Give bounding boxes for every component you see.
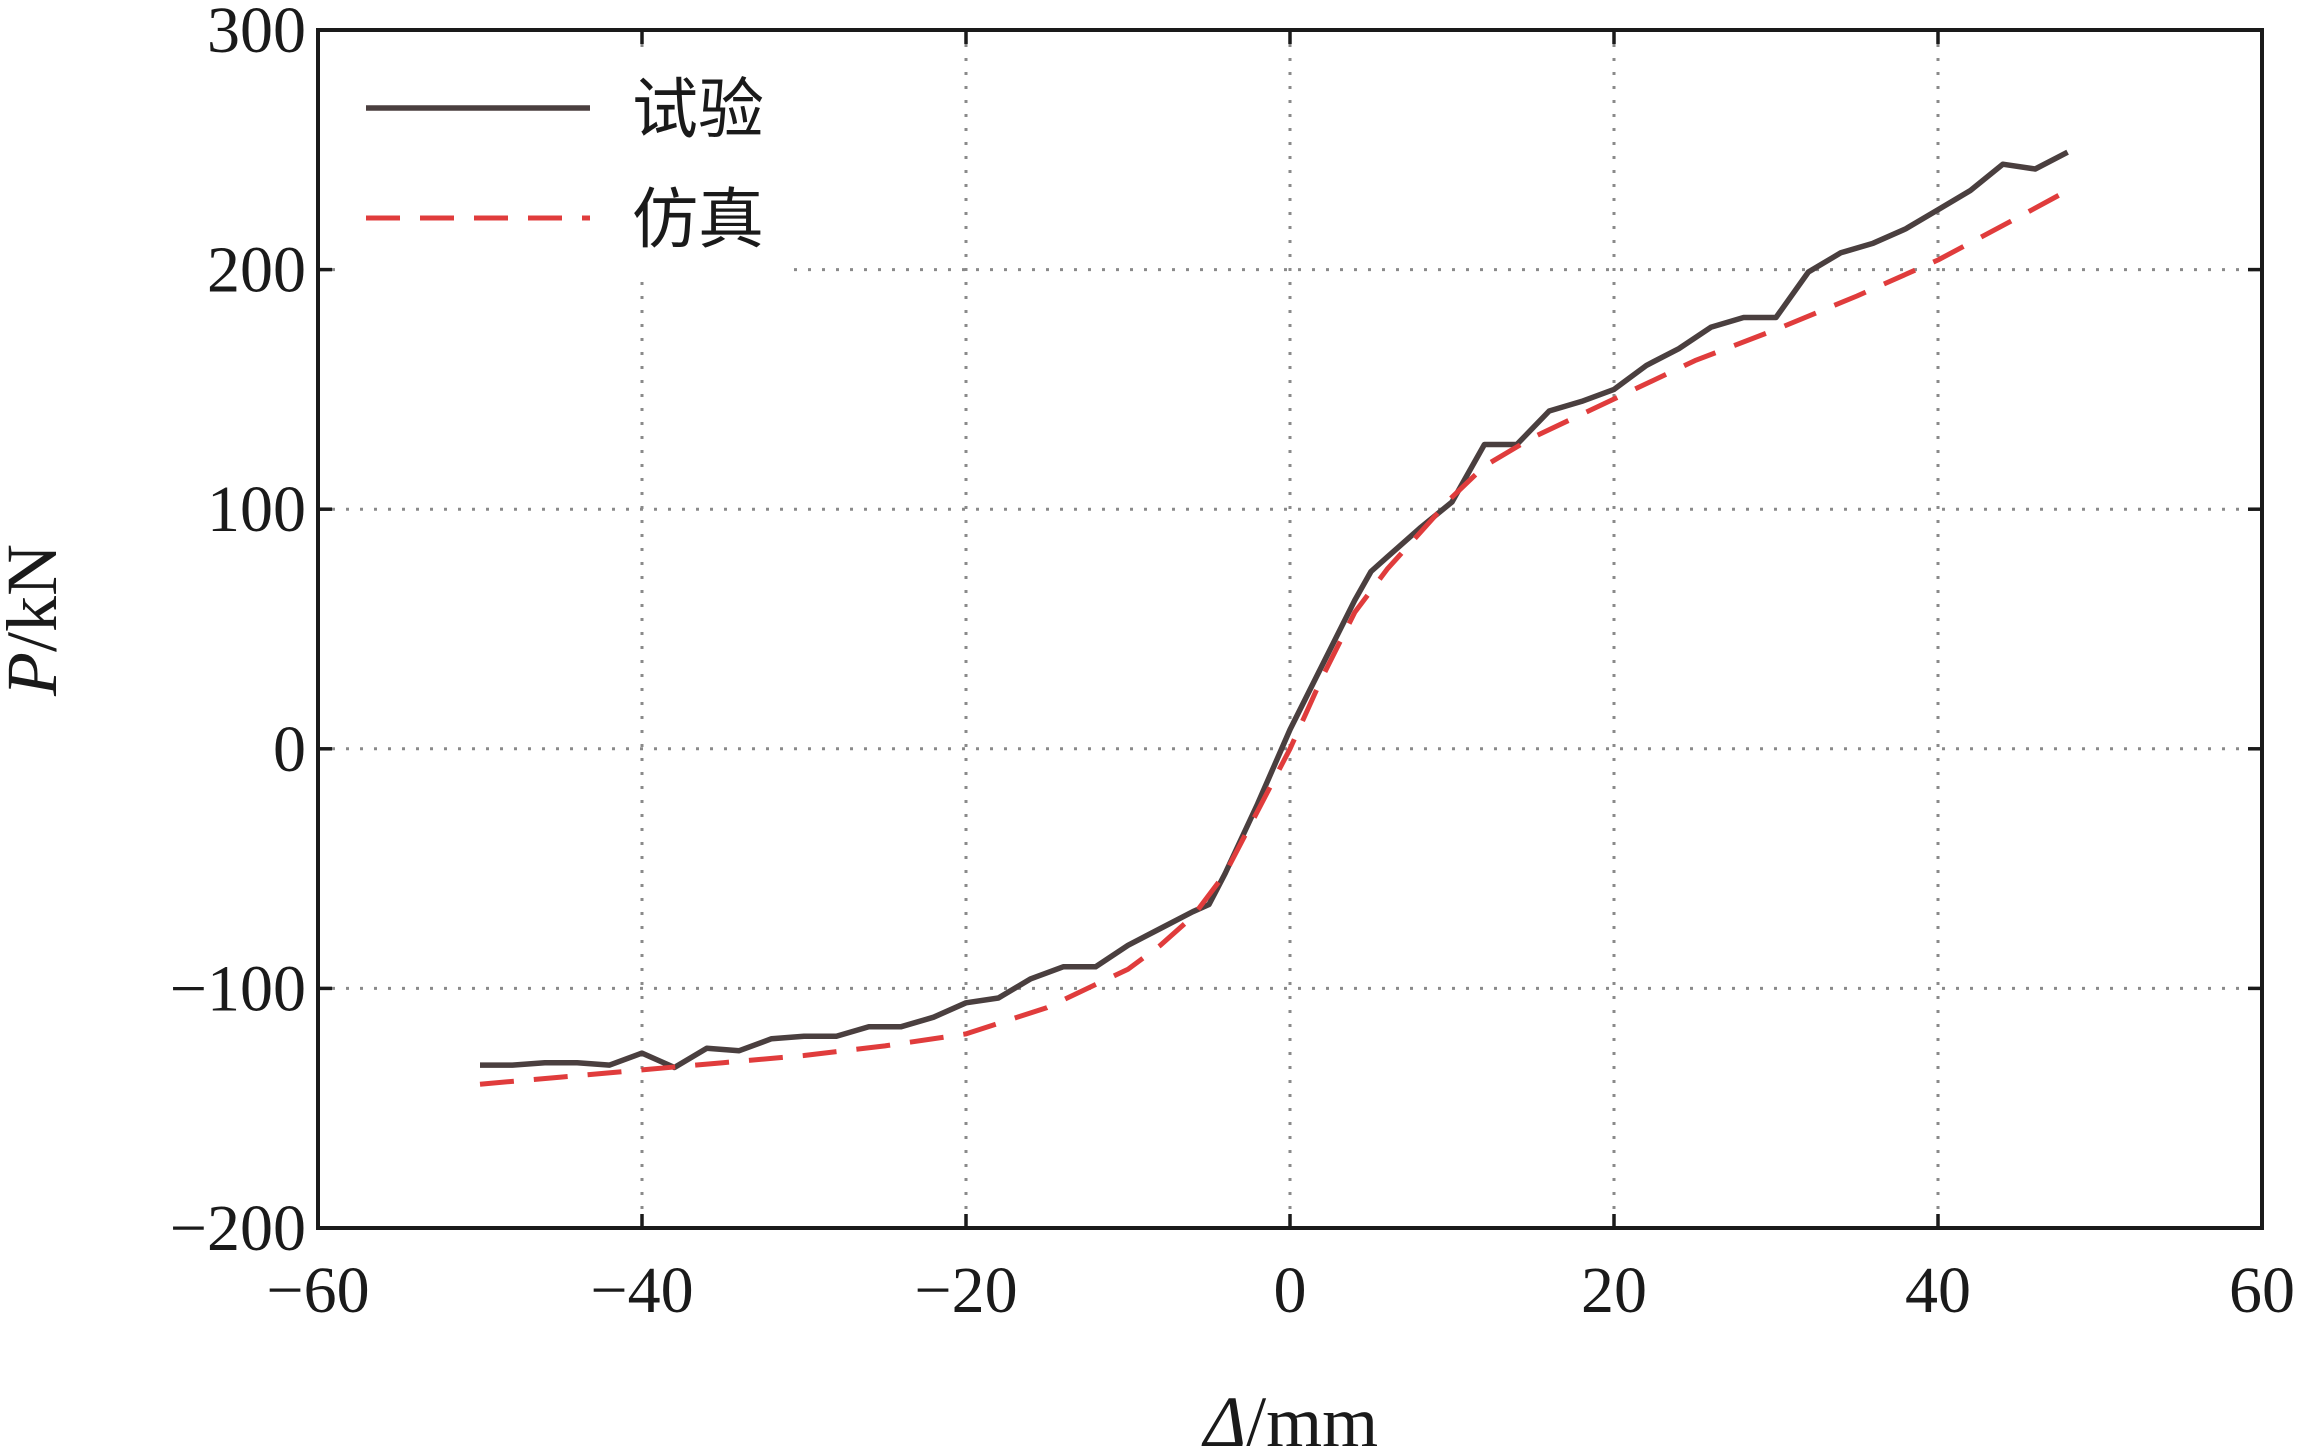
x-axis-symbol: Δ	[1201, 1382, 1246, 1446]
y-tick-label: −200	[170, 1192, 306, 1265]
x-axis-title: Δ/mm	[1201, 1382, 1378, 1446]
legend-label: 试验	[632, 71, 764, 148]
x-tick-label: −20	[914, 1254, 1017, 1327]
x-tick-label: 0	[1274, 1254, 1307, 1327]
y-tick-label: 300	[207, 0, 306, 67]
simulation-series-line	[479, 188, 2069, 1087]
legend-label: 仿真	[632, 181, 764, 258]
y-tick-label: 0	[273, 713, 306, 786]
y-tick-label: 100	[207, 473, 306, 546]
x-tick-label: −60	[266, 1254, 369, 1327]
y-axis-symbol: P	[0, 652, 72, 697]
axis-ticks	[316, 28, 2264, 1230]
y-axis-title: P/kN	[0, 544, 72, 697]
x-tick-label: −40	[590, 1254, 693, 1327]
x-axis-unit: /mm	[1246, 1382, 1378, 1446]
x-tick-label: 60	[2229, 1254, 2295, 1327]
y-tick-label: 200	[207, 234, 306, 307]
test-series-line	[480, 149, 2069, 1071]
x-tick-label: 20	[1581, 1254, 1647, 1327]
x-tick-label: 40	[1905, 1254, 1971, 1327]
y-axis-unit: /kN	[0, 544, 72, 652]
legend-background	[340, 58, 790, 278]
y-tick-label: −100	[170, 952, 306, 1025]
data-series	[479, 149, 2069, 1087]
